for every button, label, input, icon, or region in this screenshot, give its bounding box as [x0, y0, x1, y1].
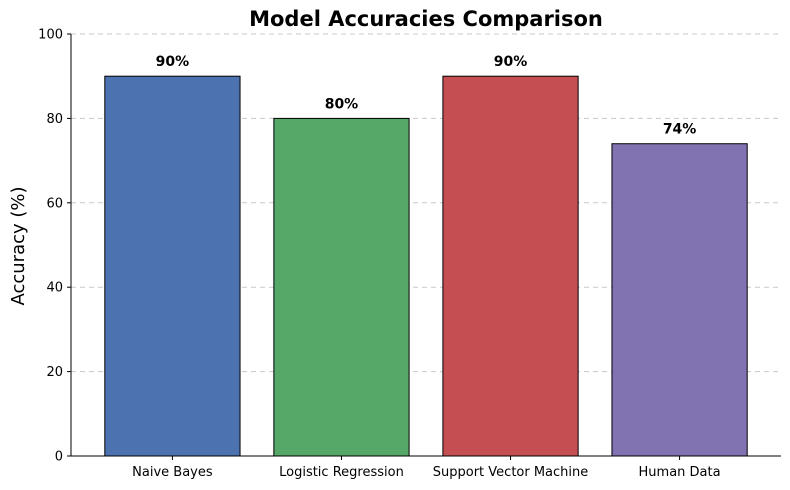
y-tick-label: 80: [46, 112, 63, 127]
chart-title: Model Accuracies Comparison: [249, 7, 603, 31]
x-tick-label: Naive Bayes: [132, 465, 213, 480]
bar-human-data: [611, 143, 748, 457]
y-tick-label: 100: [38, 28, 63, 43]
tick-labels: 0 20 40 60 80 100 Naive Bayes Logistic Regressi…: [38, 28, 720, 481]
bar-value-label: 80%: [325, 96, 359, 112]
y-tick-label: 20: [46, 365, 63, 380]
bar-support-vector-machine: [442, 75, 579, 457]
bars: [104, 75, 748, 457]
y-axis-label: Accuracy (%): [8, 186, 29, 305]
bar-value-label: 90%: [156, 54, 190, 70]
bar-value-labels: 90% 80% 90% 74%: [156, 54, 697, 138]
y-tick-label: 0: [55, 450, 63, 465]
axes: [67, 33, 781, 460]
x-tick-label: Human Data: [639, 465, 721, 480]
x-tick-label: Logistic Regression: [279, 465, 404, 480]
bar-naive-bayes: [104, 75, 241, 457]
x-tick-label: Support Vector Machine: [433, 465, 589, 480]
y-tick-label: 40: [46, 281, 63, 296]
y-tick-label: 60: [46, 196, 63, 211]
bar-logistic-regression: [273, 117, 410, 457]
bar-value-label: 74%: [663, 122, 697, 138]
bar-value-label: 90%: [494, 54, 528, 70]
